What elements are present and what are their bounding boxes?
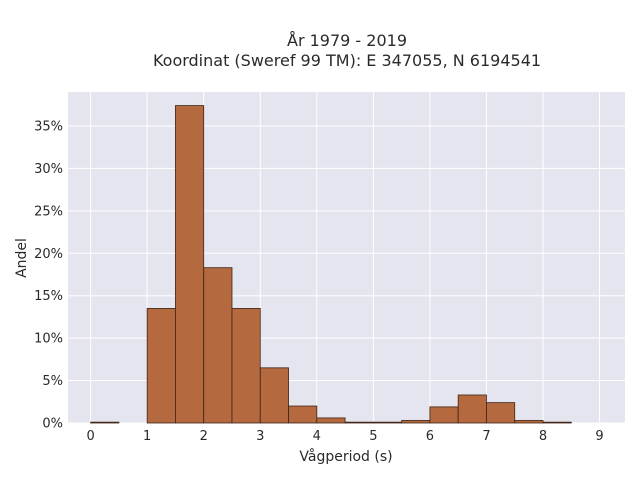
y-tick-label: 25% <box>34 204 63 219</box>
y-tick-label: 30% <box>34 162 63 177</box>
histogram-bar <box>259 367 289 424</box>
histogram-bar <box>288 405 318 424</box>
histogram-bar <box>231 308 261 424</box>
histogram-bar <box>457 394 487 424</box>
x-tick-label: 8 <box>539 429 547 444</box>
histogram-bar <box>203 267 233 424</box>
y-tick-label: 0% <box>42 417 63 432</box>
y-tick-label: 35% <box>34 119 63 134</box>
y-axis-ticks: 0% 5% 10% 15% 20% 25% 30% 35% <box>34 119 63 431</box>
histogram-bar <box>316 417 346 424</box>
chart-title-line-2: Koordinat (Sweref 99 TM): E 347055, N 61… <box>153 51 541 70</box>
histogram-bar <box>146 308 176 424</box>
x-tick-label: 2 <box>200 429 208 444</box>
x-tick-label: 5 <box>369 429 377 444</box>
histogram-bar <box>344 421 374 424</box>
histogram-bars <box>90 105 572 424</box>
x-tick-label: 7 <box>482 429 490 444</box>
chart-title-line-1: År 1979 - 2019 <box>287 31 407 50</box>
histogram-bar <box>486 402 516 424</box>
y-tick-label: 15% <box>34 289 63 304</box>
y-tick-label: 10% <box>34 332 63 347</box>
x-tick-label: 6 <box>426 429 434 444</box>
x-tick-label: 1 <box>143 429 151 444</box>
x-axis-ticks: 0 1 2 3 4 5 6 7 8 9 <box>86 429 603 444</box>
x-axis-title: Vågperiod (s) <box>299 448 392 465</box>
histogram-bar <box>90 421 120 424</box>
histogram-bar <box>401 420 431 424</box>
y-tick-label: 5% <box>42 374 63 389</box>
y-axis-title: Andel <box>14 238 30 278</box>
histogram-bar <box>175 105 205 424</box>
x-tick-label: 9 <box>595 429 603 444</box>
x-tick-label: 4 <box>313 429 321 444</box>
histogram-bar <box>542 421 572 424</box>
histogram-bar <box>372 421 403 424</box>
y-tick-label: 20% <box>34 247 63 262</box>
x-tick-label: 0 <box>86 429 94 444</box>
histogram-bar <box>514 420 544 424</box>
x-tick-label: 3 <box>256 429 264 444</box>
histogram-bar <box>429 406 459 424</box>
